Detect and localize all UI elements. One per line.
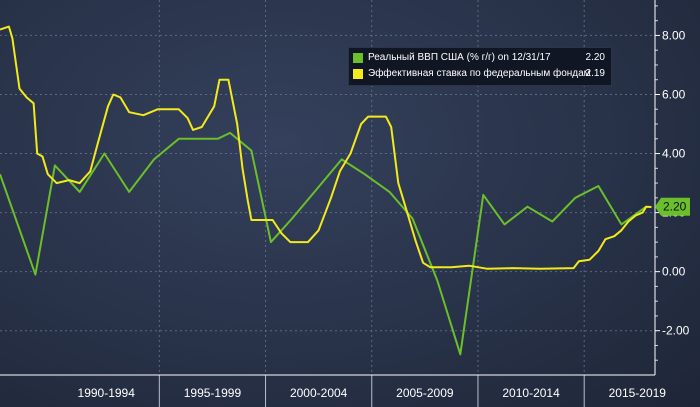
series-line-fed-funds (0, 25, 652, 270)
x-tick-label: 2010-2014 (502, 386, 560, 400)
legend-label-fed-funds: Эффективная ставка по федеральным фондам (368, 68, 591, 79)
y-tick-label: 8.00 (662, 28, 686, 42)
x-tick-label: 1990-1994 (78, 386, 136, 400)
legend: Реальный ВВП США (% г/г) on 12/31/17 2.2… (348, 47, 612, 86)
series-lines (0, 25, 652, 356)
y-tick-label: -2.00 (662, 324, 690, 338)
axes (0, 0, 660, 407)
series-line-gdp (0, 131, 647, 356)
y-tick-label: 6.00 (662, 87, 686, 101)
current-value-label: 2.20 (663, 200, 687, 214)
legend-value-gdp: 2.20 (585, 52, 605, 63)
legend-label-gdp: Реальный ВВП США (% г/г) on 12/31/17 (368, 52, 551, 63)
x-tick-label: 1995-1999 (184, 386, 242, 400)
axis-labels: -2.000.002.004.006.008.001990-19941995-1… (78, 28, 690, 400)
x-tick-label: 2000-2004 (290, 386, 348, 400)
legend-entry-fed-funds: Эффективная ставка по федеральным фондам… (353, 67, 605, 82)
x-tick-label: 2015-2019 (609, 386, 667, 400)
y-tick-label: 0.00 (662, 265, 686, 279)
current-value-tag (655, 197, 690, 216)
legend-entry-gdp: Реальный ВВП США (% г/г) on 12/31/17 2.2… (353, 51, 605, 66)
x-tick-label: 2005-2009 (396, 386, 454, 400)
legend-value-fed-funds: 2.19 (585, 68, 605, 79)
gridlines (0, 0, 655, 375)
legend-swatch-fed-funds (353, 69, 363, 79)
y-tick-label: 4.00 (662, 147, 686, 161)
legend-swatch-gdp (353, 53, 363, 63)
